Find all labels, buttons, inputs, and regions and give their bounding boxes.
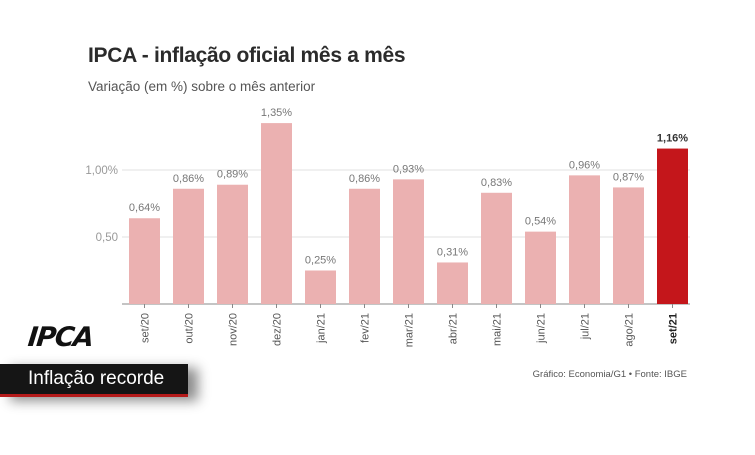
bar-nov-20 <box>217 184 248 304</box>
bar-dez-20 <box>261 123 292 304</box>
banner-text: Inflação recorde <box>28 368 165 389</box>
y-tick-label: 1,00% <box>85 165 118 177</box>
bar-jul-21 <box>569 175 600 304</box>
value-label: 0,64% <box>129 202 160 214</box>
x-tick-label: jan/21 <box>316 313 328 344</box>
x-tick-label: ago/21 <box>624 313 636 347</box>
value-label: 0,83% <box>481 177 512 189</box>
value-label: 0,86% <box>349 173 380 185</box>
bar-jun-21 <box>525 231 556 304</box>
chart-source: Gráfico: Economia/G1 • Fonte: IBGE <box>532 369 687 380</box>
x-tick-label: set/21 <box>668 313 680 344</box>
bar-set-20 <box>129 218 160 304</box>
x-tick-label: mar/21 <box>404 313 416 347</box>
x-tick-label: mai/21 <box>492 313 504 346</box>
chart-subtitle: Variação (em %) sobre o mês anterior <box>88 79 316 94</box>
banner-title: IPCA <box>26 322 95 353</box>
bars <box>129 123 688 304</box>
bar-mai-21 <box>481 192 512 304</box>
x-tick-label: jun/21 <box>536 313 548 344</box>
bar-set-21 <box>657 148 688 304</box>
bar-jan-21 <box>305 270 336 304</box>
x-tick-label: jul/21 <box>580 313 592 340</box>
bar-ago-21 <box>613 187 644 304</box>
banner-bar <box>0 364 188 397</box>
x-tick-label: dez/20 <box>272 313 284 346</box>
bar-mar-21 <box>393 179 424 304</box>
x-tick-label: abr/21 <box>448 313 460 344</box>
bar-abr-21 <box>437 262 468 304</box>
x-tick-label: out/20 <box>184 313 196 344</box>
value-label: 1,16% <box>657 133 688 145</box>
value-label: 0,87% <box>613 171 644 183</box>
value-label: 0,93% <box>393 163 424 175</box>
value-label: 0,89% <box>217 169 248 181</box>
value-labels: 0,64% 0,86% 0,89% 1,35% 0,25% 0,86% 0,93% 0,31%… <box>129 107 688 266</box>
y-tick-label: 0,50 <box>96 232 118 244</box>
bar-fev-21 <box>349 188 380 304</box>
chart-title: IPCA - inflação oficial mês a mês <box>88 44 406 67</box>
x-tick-label: fev/21 <box>360 313 372 343</box>
x-tick-label: set/20 <box>140 313 152 343</box>
value-label: 0,86% <box>173 173 204 185</box>
value-label: 1,35% <box>261 107 292 119</box>
bar-out-20 <box>173 188 204 304</box>
x-tick-label: nov/20 <box>228 313 240 346</box>
value-label: 0,25% <box>305 255 336 267</box>
value-label: 0,54% <box>525 216 556 228</box>
value-label: 0,31% <box>437 246 468 258</box>
axis-ticks: 0,50 1,00% set/20 out/20 nov/20 dez/20 jan/21 f… <box>85 165 679 347</box>
value-label: 0,96% <box>569 159 600 171</box>
